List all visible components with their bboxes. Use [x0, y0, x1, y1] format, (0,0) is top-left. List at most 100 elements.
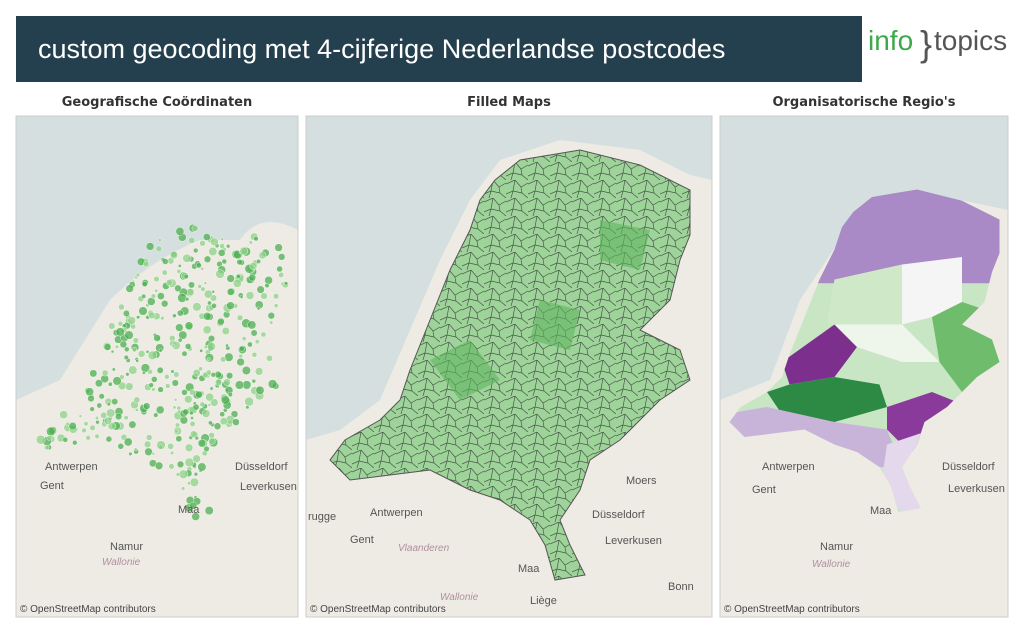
dot [156, 440, 166, 450]
dot [110, 349, 115, 354]
map-label: Namur [820, 541, 853, 553]
dot [207, 335, 215, 343]
dot [184, 457, 194, 468]
dot [195, 390, 203, 399]
dot [199, 401, 206, 407]
dot [203, 281, 208, 285]
dot [170, 451, 175, 456]
dot [274, 243, 283, 252]
map-label: Wallonie [440, 592, 479, 603]
dot [133, 447, 138, 452]
dot [117, 443, 125, 450]
dot [153, 412, 159, 418]
dot [219, 243, 225, 249]
dot [197, 284, 202, 289]
dot [276, 265, 283, 273]
dot [203, 312, 212, 321]
dot [172, 313, 177, 318]
dot [147, 369, 153, 375]
dot [89, 424, 96, 431]
dot [124, 346, 130, 352]
dot [89, 369, 98, 378]
dot [131, 347, 138, 353]
dot [123, 415, 129, 421]
dot [153, 334, 161, 342]
dot [85, 435, 91, 441]
dot [184, 321, 194, 330]
dot [62, 437, 69, 443]
dot [220, 395, 230, 405]
dot [191, 224, 199, 232]
dot [162, 258, 169, 265]
dot [175, 323, 184, 332]
dot [232, 279, 242, 288]
dot [184, 395, 193, 404]
dot [194, 436, 199, 441]
map-label: Gent [40, 480, 64, 492]
dot [189, 389, 196, 396]
dot [94, 416, 99, 421]
dot [105, 435, 113, 443]
map-label: Maa [870, 505, 892, 517]
dot [46, 426, 56, 437]
dot [176, 460, 185, 469]
dot [202, 233, 211, 241]
dot [235, 273, 241, 279]
dot [173, 371, 180, 378]
map-label: rugge [308, 511, 336, 523]
dot [188, 281, 195, 289]
dot [225, 343, 229, 348]
dot [256, 306, 261, 311]
dot [111, 398, 119, 405]
dot [171, 344, 176, 348]
map-label: Moers [626, 475, 657, 487]
dot [273, 303, 279, 309]
dot [106, 402, 111, 407]
dot [284, 281, 289, 286]
dot [158, 238, 162, 242]
dot [208, 437, 216, 445]
dot [207, 300, 212, 306]
dot [147, 350, 158, 360]
dot [135, 272, 140, 277]
dot [141, 281, 148, 287]
dot [145, 434, 153, 441]
dot [264, 276, 273, 285]
dot [168, 463, 175, 470]
dot [142, 371, 146, 375]
dot [192, 403, 200, 411]
dot [108, 322, 116, 330]
dot [150, 293, 157, 299]
dot [87, 394, 95, 403]
dot [106, 408, 116, 418]
dot [192, 368, 201, 377]
dot [95, 379, 103, 388]
dot [68, 422, 77, 431]
map-label: Antwerpen [370, 507, 423, 519]
dot [234, 380, 244, 390]
dot [189, 477, 199, 487]
dot [236, 314, 244, 321]
dot [120, 434, 128, 441]
dot [112, 376, 122, 386]
dot [160, 316, 165, 321]
dot [157, 386, 164, 393]
map-panel: Antwerpen Düsseldorf Gent Vlaanderen Lev… [306, 116, 712, 617]
dot [232, 418, 240, 426]
dot [135, 359, 139, 363]
dot [251, 352, 258, 358]
dot [214, 378, 222, 386]
dot [241, 336, 247, 341]
dot [193, 247, 199, 254]
dot [219, 411, 225, 418]
dot [136, 315, 140, 320]
dot [199, 348, 204, 353]
dot [205, 392, 214, 402]
dot [85, 387, 94, 397]
logo-text: topics [934, 25, 1007, 56]
dot [211, 290, 215, 294]
dot [247, 341, 253, 348]
map-label: Namur [110, 541, 143, 553]
dot [210, 237, 219, 247]
